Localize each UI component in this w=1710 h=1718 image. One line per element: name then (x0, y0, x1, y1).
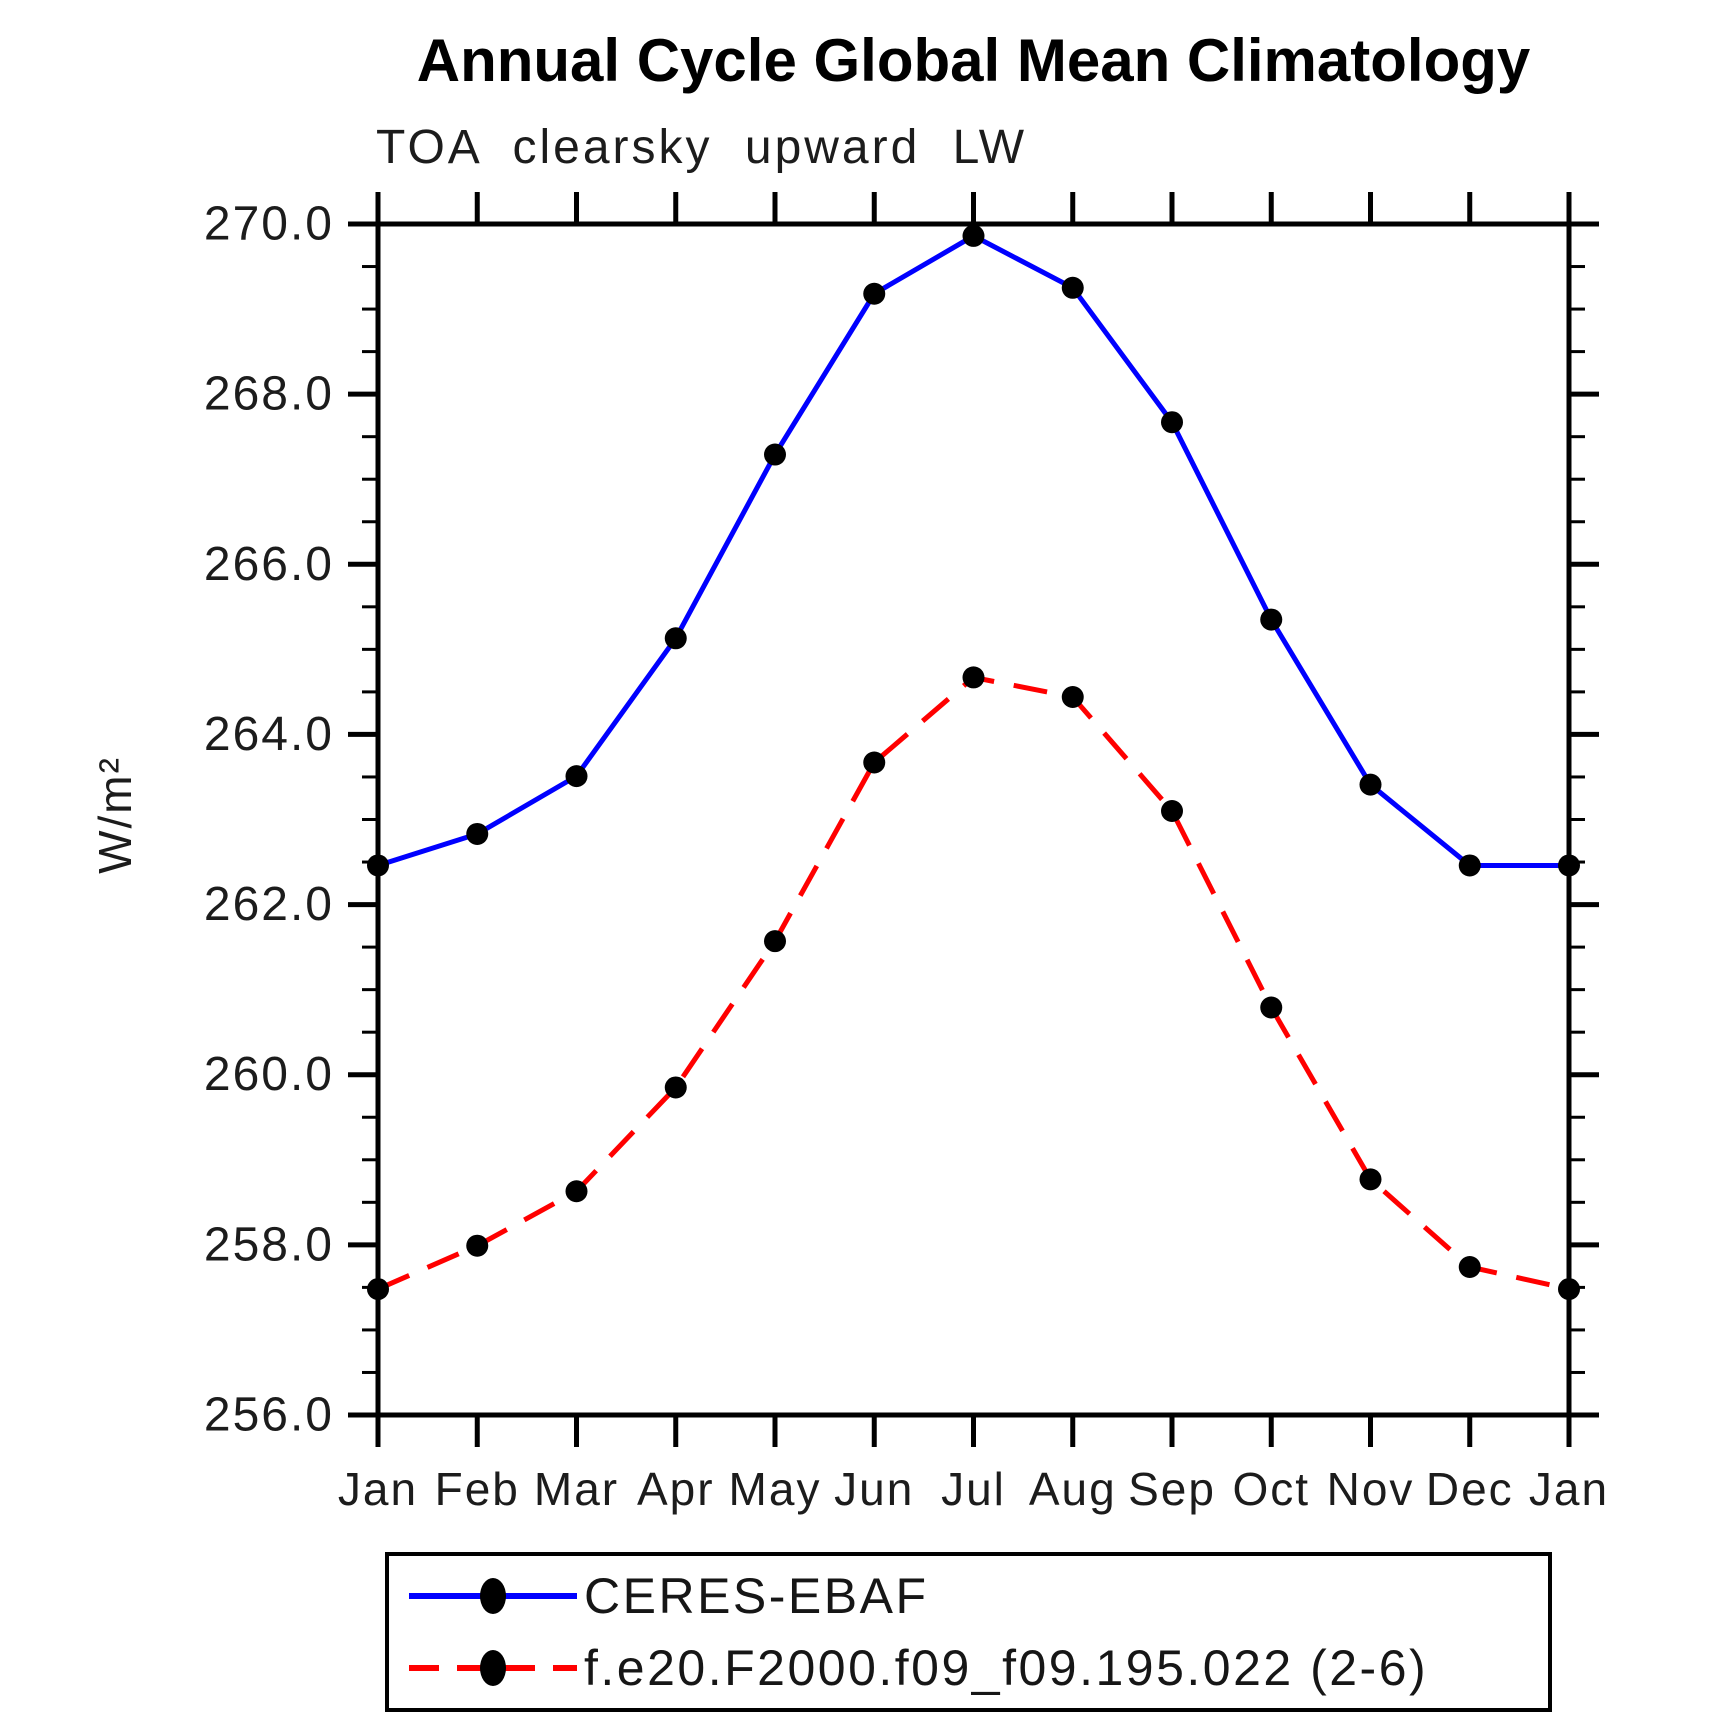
ceres-data-point (1260, 608, 1283, 631)
month-label: Aug (1029, 1463, 1117, 1515)
legend: CERES-EBAF f.e20.F2000.f09_f09.195.022 (… (385, 1552, 1552, 1712)
y-axis-tick-label: 270.0 (204, 198, 334, 251)
chart-title: Annual Cycle Global Mean Climatology (416, 27, 1531, 94)
model-data-point (1061, 685, 1084, 708)
month-label: Apr (637, 1463, 715, 1515)
month-label: Jun (834, 1463, 914, 1515)
legend-label-model: f.e20.F2000.f09_f09.195.022 (2-6) (584, 1640, 1429, 1696)
ceres-data-point (1359, 773, 1382, 796)
model-data-point (367, 1278, 389, 1301)
legend-sample-model-line (409, 1650, 577, 1686)
model-data-point (1359, 1168, 1382, 1191)
y-axis-tick-label: 264.0 (204, 708, 334, 761)
model-data-point (1458, 1255, 1481, 1278)
month-label: Feb (435, 1463, 520, 1515)
model-data-point (664, 1076, 687, 1099)
model-data-point (764, 930, 786, 953)
model-data-point (1558, 1278, 1580, 1301)
model-data-point (466, 1234, 489, 1257)
month-label: Jan (338, 1463, 418, 1515)
model-series-line (376, 674, 1570, 1292)
month-label: Sep (1128, 1463, 1216, 1515)
chart-subtitle: TOA clearsky upward LW (376, 121, 1028, 174)
model-data-point (1260, 996, 1283, 1019)
legend-marker-dot (480, 1578, 506, 1614)
legend-marker-dot (480, 1650, 506, 1686)
ceres-data-point (764, 443, 786, 466)
y-axis-tick-label: 260.0 (204, 1048, 334, 1101)
ceres-data-point (664, 627, 687, 650)
y-axis-tick-label: 266.0 (204, 538, 334, 591)
month-label: Jan (1529, 1463, 1609, 1515)
model-data-point (962, 666, 985, 689)
y-axis-tick-label: 268.0 (204, 368, 334, 421)
legend-label-ceres: CERES-EBAF (584, 1568, 929, 1624)
legend-row-model: f.e20.F2000.f09_f09.195.022 (2-6) (389, 1632, 1548, 1704)
month-label: Mar (534, 1463, 619, 1515)
ceres-data-point (962, 224, 985, 247)
ceres-data-point (1061, 276, 1084, 299)
month-label: Nov (1327, 1463, 1415, 1515)
ceres-data-point (565, 765, 588, 788)
month-label: May (729, 1463, 822, 1515)
ceres-data-point (466, 822, 489, 845)
ceres-data-point (1161, 411, 1183, 434)
month-label: Dec (1426, 1463, 1514, 1515)
y-axis-tick-label: 256.0 (204, 1389, 334, 1442)
model-data-point (863, 751, 886, 774)
month-label: Jul (941, 1463, 1006, 1515)
y-axis-tick-label: 262.0 (204, 878, 334, 931)
model-data-point (1161, 799, 1183, 822)
legend-sample-ceres-line (409, 1578, 577, 1614)
legend-row-ceres: CERES-EBAF (389, 1560, 1548, 1632)
model-data-point (565, 1180, 588, 1203)
ceres-data-point (367, 854, 389, 877)
ceres-series-line (377, 233, 1569, 868)
ceres-data-point (1558, 854, 1580, 877)
plot-box (375, 221, 1572, 1418)
month-label: Oct (1232, 1463, 1310, 1515)
ceres-data-point (1458, 854, 1481, 877)
ceres-data-point (863, 282, 886, 305)
y-axis-tick-label: 258.0 (204, 1218, 334, 1271)
